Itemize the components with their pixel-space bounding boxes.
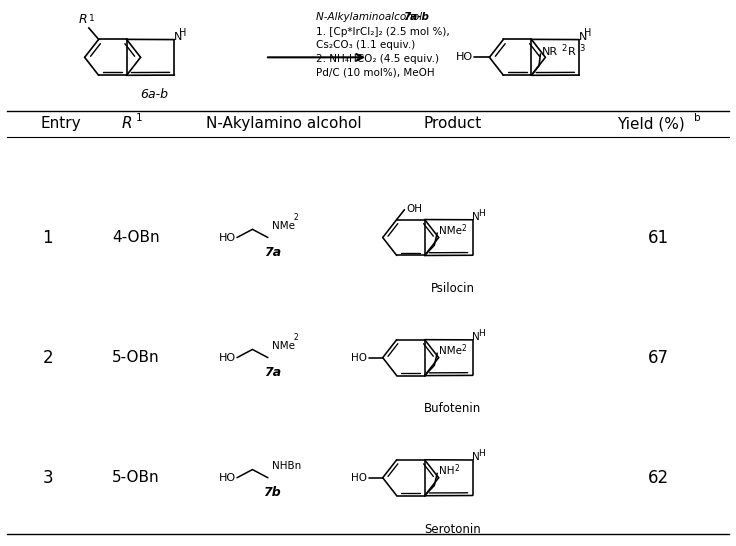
Text: 2. NH₄HCO₂ (4.5 equiv.): 2. NH₄HCO₂ (4.5 equiv.) (316, 55, 439, 64)
Text: H: H (179, 28, 186, 38)
Text: N: N (579, 32, 587, 41)
Text: NR: NR (542, 47, 558, 57)
Text: 1. [Cp*IrCl₂]₂ (2.5 mol %),: 1. [Cp*IrCl₂]₂ (2.5 mol %), (316, 27, 450, 37)
Text: Pd/C (10 mol%), MeOH: Pd/C (10 mol%), MeOH (316, 68, 435, 78)
Text: HO: HO (351, 353, 367, 363)
Text: Psilocin: Psilocin (431, 282, 475, 295)
Text: 7a: 7a (263, 366, 281, 379)
Text: R: R (567, 47, 576, 57)
Text: 2: 2 (455, 464, 459, 473)
Text: 2: 2 (461, 344, 466, 353)
Text: 67: 67 (648, 349, 669, 366)
Text: 6a-b: 6a-b (141, 88, 169, 102)
Text: H: H (584, 28, 592, 38)
Text: Cs₂CO₃ (1.1 equiv.): Cs₂CO₃ (1.1 equiv.) (316, 40, 416, 50)
Text: 2: 2 (562, 44, 567, 53)
Text: Bufotenin: Bufotenin (424, 402, 481, 416)
Text: 1: 1 (136, 114, 143, 123)
Text: 62: 62 (648, 469, 669, 486)
Text: 1: 1 (43, 229, 53, 246)
Text: NH: NH (439, 466, 454, 476)
Text: HO: HO (219, 233, 236, 242)
Text: H: H (478, 329, 485, 338)
Text: H: H (478, 449, 485, 458)
Text: Entry: Entry (40, 116, 81, 132)
Text: 2: 2 (294, 213, 298, 222)
Text: 5-OBn: 5-OBn (113, 350, 160, 365)
Text: HO: HO (351, 473, 367, 483)
Text: 2: 2 (43, 349, 53, 366)
Text: N: N (473, 453, 480, 462)
Text: HO: HO (219, 353, 236, 363)
Text: OH: OH (407, 204, 422, 213)
Text: R: R (121, 116, 132, 132)
Text: HO: HO (456, 52, 473, 62)
Text: NMe: NMe (439, 346, 461, 356)
Text: H: H (478, 209, 485, 218)
Text: 5-OBn: 5-OBn (113, 470, 160, 485)
Text: NHBn: NHBn (272, 461, 301, 471)
Text: Serotonin: Serotonin (424, 523, 481, 536)
Text: Product: Product (423, 116, 482, 132)
Text: 2: 2 (461, 224, 466, 233)
Text: 3: 3 (43, 469, 53, 486)
Text: N: N (473, 333, 480, 342)
Text: R: R (78, 13, 87, 26)
Text: NMe: NMe (272, 221, 294, 231)
Text: N-Alkylaminoalcohol: N-Alkylaminoalcohol (316, 12, 426, 22)
Text: 61: 61 (648, 229, 669, 246)
Text: Yield (%): Yield (%) (618, 116, 685, 132)
Text: 1: 1 (89, 14, 95, 23)
Text: N-Akylamino alcohol: N-Akylamino alcohol (205, 116, 361, 132)
Text: 7a-b: 7a-b (403, 12, 429, 22)
Text: 2: 2 (294, 334, 298, 342)
Text: N: N (174, 32, 183, 42)
Text: 7a: 7a (263, 246, 281, 259)
Text: NMe: NMe (272, 341, 294, 351)
Text: NMe: NMe (439, 226, 461, 236)
Text: 3: 3 (579, 44, 584, 53)
Text: 4-OBn: 4-OBn (113, 230, 160, 245)
Text: b: b (694, 114, 701, 123)
Text: HO: HO (219, 473, 236, 483)
Text: 7b: 7b (263, 486, 281, 499)
Text: N: N (473, 212, 480, 222)
